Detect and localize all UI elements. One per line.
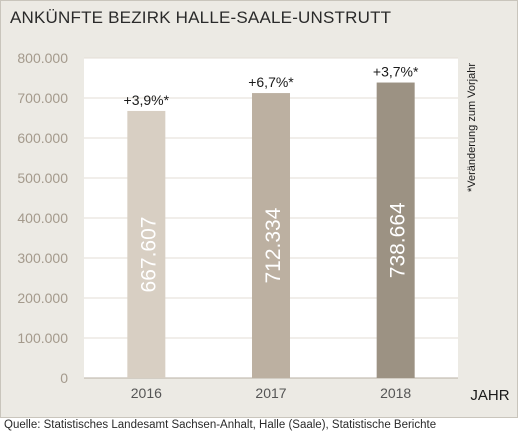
bar-value-label: 712.334	[262, 207, 285, 283]
y-tick-label: 200.000	[17, 290, 68, 306]
y-tick-label: 600.000	[17, 130, 68, 146]
y-tick-label: 400.000	[17, 210, 68, 226]
change-label: +3,7%*	[373, 64, 419, 80]
change-label: +6,7%*	[248, 74, 294, 90]
bar-value-label: 667.607	[137, 217, 160, 293]
y-tick-label: 0	[60, 370, 68, 386]
y-tick-label: 700.000	[17, 90, 68, 106]
source-note: Quelle: Statistisches Landesamt Sachsen-…	[4, 419, 437, 431]
bar	[127, 110, 166, 378]
y-tick-label: 300.000	[17, 250, 68, 266]
y-tick-label: 800.000	[17, 50, 68, 66]
change-label: +3,9%*	[124, 92, 170, 108]
y-tick-label: 100.000	[17, 330, 68, 346]
bar-value-label: 738.664	[387, 202, 410, 278]
x-tick-label: 2017	[255, 385, 286, 401]
footnote-annotation: *Veränderung zum Vorjahr	[466, 63, 478, 192]
y-tick-label: 500.000	[17, 170, 68, 186]
bar	[376, 82, 415, 379]
bar	[252, 93, 290, 378]
x-tick-label: 2016	[131, 385, 162, 401]
chart-title: ANKÜNFTE BEZIRK HALLE-SAALE-UNSTRUTT	[10, 8, 392, 27]
x-axis-title: JAHR	[470, 387, 509, 404]
x-tick-label: 2018	[380, 385, 411, 401]
